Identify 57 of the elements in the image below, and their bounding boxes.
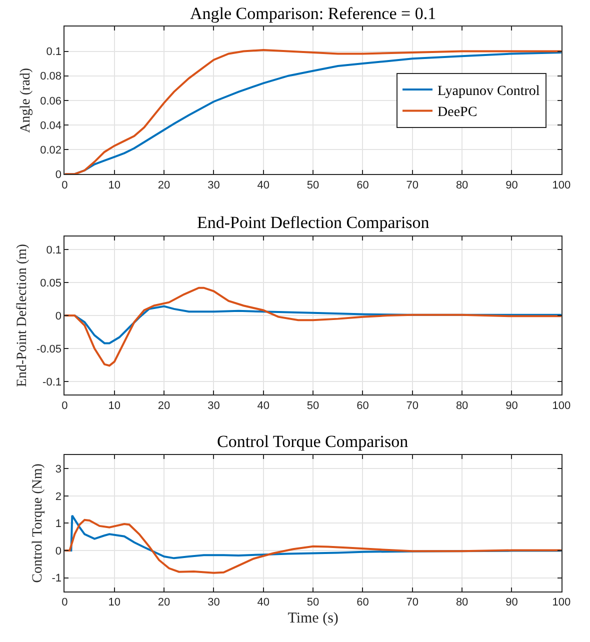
x-tick-label: 80 [456,596,468,609]
x-tick-label: 30 [208,179,220,192]
y-tick-label: 0 [55,310,62,322]
x-tick-label: 10 [108,179,121,192]
x-tick-label: 80 [456,400,468,412]
chart-title: Control Torque Comparison [217,432,409,451]
x-tick-label: 70 [406,179,419,192]
x-tick-label: 20 [158,596,170,609]
y-tick-label: -0.1 [42,376,62,388]
x-tick-label: 100 [552,400,571,412]
x-tick-label: 40 [257,179,270,192]
x-tick-label: 60 [356,596,369,609]
legend-label: Lyapunov Control [438,84,540,99]
y-tick-label: 0 [55,168,62,181]
y-tick-label: 0.08 [40,70,62,83]
x-tick-label: 30 [208,596,220,609]
y-axis-title: End-Point Deflection (m) [15,244,30,388]
x-tick-label: 60 [356,179,369,192]
x-tick-label: 50 [306,400,320,412]
y-tick-label: 0.04 [40,120,62,132]
y-tick-label: 0.1 [46,244,62,256]
y-tick-label: 0.02 [40,144,62,156]
x-axis-title: Time (s) [288,610,338,627]
x-tick-label: 20 [158,179,170,192]
x-tick-label: 50 [306,179,320,192]
x-tick-label: 10 [108,596,121,609]
y-tick-label: 0.05 [40,277,62,290]
x-tick-label: 90 [506,596,518,609]
x-tick-label: 20 [158,400,170,412]
x-tick-label: 90 [506,400,518,412]
line-series [64,518,562,574]
y-axis-title: Angle (rad) [18,68,34,133]
y-axis-title: Control Torque (Nm) [30,463,46,583]
x-tick-label: 100 [552,179,571,192]
x-tick-label: 90 [506,179,518,192]
y-tick-label: 2 [55,490,62,503]
line-series [64,286,562,367]
x-tick-label: 40 [257,400,270,412]
x-tick-label: 60 [356,400,369,412]
chart-title: End-Point Deflection Comparison [197,213,430,232]
x-tick-label: 40 [257,596,270,609]
x-tick-label: 80 [456,179,468,192]
y-tick-label: 0.1 [46,46,62,58]
y-tick-label: 1 [55,518,62,530]
y-tick-label: -1 [52,572,62,585]
chart-title: Angle Comparison: Reference = 0.1 [190,4,436,23]
y-tick-label: 0.06 [40,95,62,108]
y-tick-label: -0.05 [36,343,62,356]
y-tick-label: 3 [55,463,62,476]
x-tick-label: 70 [406,596,419,609]
x-tick-label: 30 [208,400,220,412]
x-tick-label: 50 [306,596,320,609]
x-tick-label: 10 [108,400,121,412]
x-tick-label: 100 [552,596,571,609]
y-tick-label: 0 [55,545,62,558]
legend-label: DeePC [438,105,478,120]
x-tick-label: 70 [406,400,419,412]
